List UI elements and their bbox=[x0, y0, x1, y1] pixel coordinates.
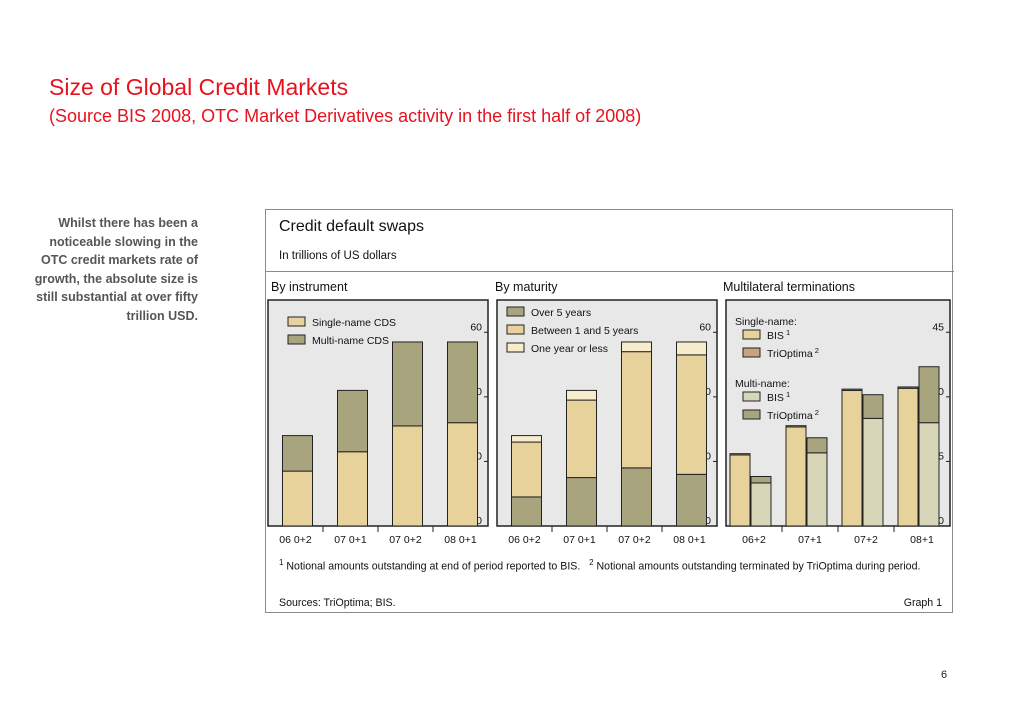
legend-swatch bbox=[742, 409, 761, 420]
y-tick-label: 60 bbox=[699, 321, 711, 333]
bar-segment bbox=[841, 389, 863, 527]
slide-title: Size of Global Credit Markets bbox=[49, 74, 349, 100]
x-tick-label: 06 0+2 bbox=[508, 534, 541, 543]
bar-segment bbox=[511, 496, 542, 527]
bar-segment bbox=[897, 386, 919, 389]
legend-label: TriOptima 2 bbox=[767, 408, 819, 422]
legend-swatch bbox=[506, 342, 525, 353]
legend-label: BIS 1 bbox=[767, 328, 790, 342]
chart-by-instrument: 020406006 0+207 0+107 0+208 0+1Single-na… bbox=[267, 299, 489, 543]
bar-segment bbox=[392, 341, 423, 427]
footnote-2-text: Notional amounts outstanding terminated … bbox=[596, 560, 921, 573]
bar-segment bbox=[676, 354, 707, 475]
legend-label: Multi-name CDS bbox=[312, 335, 389, 347]
x-tick-label: 07 0+2 bbox=[618, 534, 651, 543]
y-tick-label: 0 bbox=[476, 515, 482, 527]
graph-header: Credit default swaps In trillions of US … bbox=[266, 210, 954, 272]
bar-segment bbox=[729, 453, 751, 456]
x-tick-label: 08 0+1 bbox=[444, 534, 477, 543]
bar-segment bbox=[897, 387, 919, 527]
bar-segment bbox=[676, 341, 707, 356]
slide-subtitle: (Source BIS 2008, OTC Market Derivatives… bbox=[49, 106, 642, 126]
bar-segment bbox=[447, 341, 478, 424]
legend-swatch bbox=[287, 334, 306, 345]
bar-segment bbox=[621, 351, 652, 469]
x-tick-label: 08 0+1 bbox=[673, 534, 706, 543]
bar-segment bbox=[392, 425, 423, 527]
legend-label: Over 5 years bbox=[531, 307, 591, 319]
y-tick-label: 60 bbox=[470, 321, 482, 333]
graph-number: Graph 1 bbox=[903, 597, 942, 609]
legend-swatch bbox=[506, 324, 525, 335]
y-tick-label: 0 bbox=[938, 515, 944, 527]
x-tick-label: 06+2 bbox=[742, 534, 766, 543]
bar-segment bbox=[566, 477, 597, 527]
bar-segment bbox=[511, 435, 542, 443]
legend-label: BIS 1 bbox=[767, 390, 790, 404]
bar-segment bbox=[282, 470, 313, 527]
bar-segment bbox=[566, 399, 597, 479]
bar-segment bbox=[621, 467, 652, 527]
bar-segment bbox=[337, 451, 368, 527]
footnote-1-text: Notional amounts outstanding at end of p… bbox=[286, 560, 581, 573]
bar-segment bbox=[447, 422, 478, 527]
footnote-2-mark: 2 bbox=[589, 558, 594, 567]
bar-segment bbox=[841, 388, 863, 391]
graph-units: In trillions of US dollars bbox=[279, 250, 397, 262]
legend-label: Between 1 and 5 years bbox=[531, 325, 638, 337]
bar-segment bbox=[785, 426, 807, 527]
legend-heading: Single-name: bbox=[735, 316, 797, 328]
x-tick-label: 07+1 bbox=[798, 534, 822, 543]
bar-segment bbox=[862, 394, 884, 419]
x-tick-label: 07 0+1 bbox=[563, 534, 596, 543]
legend-label: TriOptima 2 bbox=[767, 346, 819, 360]
bar-segment bbox=[750, 475, 772, 484]
legend-label: Single-name CDS bbox=[312, 317, 396, 329]
legend-swatch bbox=[742, 347, 761, 358]
bar-segment bbox=[282, 435, 313, 472]
bar-segment bbox=[862, 417, 884, 527]
legend-swatch bbox=[287, 316, 306, 327]
bar-segment bbox=[511, 441, 542, 498]
bar-segment bbox=[337, 389, 368, 453]
legend-swatch bbox=[742, 391, 761, 402]
graph-footnote: 1 Notional amounts outstanding at end of… bbox=[279, 555, 949, 575]
y-tick-label: 0 bbox=[705, 515, 711, 527]
side-commentary: Whilst there has been a noticeable slowi… bbox=[34, 216, 198, 323]
panel-title-instrument: By instrument bbox=[271, 280, 348, 294]
graph-sources: Sources: TriOptima; BIS. bbox=[279, 597, 396, 609]
x-tick-label: 07 0+1 bbox=[334, 534, 367, 543]
page-number: 6 bbox=[941, 669, 948, 681]
bar-segment bbox=[918, 422, 940, 527]
footnote-1-mark: 1 bbox=[279, 558, 284, 567]
legend-heading: Multi-name: bbox=[735, 378, 790, 390]
graph-title: Credit default swaps bbox=[279, 218, 424, 235]
bar-segment bbox=[806, 437, 828, 454]
y-tick-label: 45 bbox=[932, 321, 944, 333]
x-tick-label: 07+2 bbox=[854, 534, 878, 543]
bar-segment bbox=[676, 473, 707, 527]
x-tick-label: 08+1 bbox=[910, 534, 934, 543]
panel-title-maturity: By maturity bbox=[495, 280, 558, 294]
bar-segment bbox=[566, 389, 597, 401]
legend-label: One year or less bbox=[531, 343, 608, 355]
legend-swatch bbox=[742, 329, 761, 340]
x-tick-label: 06 0+2 bbox=[279, 534, 312, 543]
bar-segment bbox=[785, 425, 807, 428]
bar-segment bbox=[918, 366, 940, 424]
panel-title-terminations: Multilateral terminations bbox=[723, 280, 855, 294]
x-tick-label: 07 0+2 bbox=[389, 534, 422, 543]
bar-segment bbox=[806, 452, 828, 527]
bar-segment bbox=[729, 454, 751, 527]
legend-swatch bbox=[506, 306, 525, 317]
graph-frame: Credit default swaps In trillions of US … bbox=[265, 209, 954, 613]
bar-segment bbox=[621, 341, 652, 353]
bar-segment bbox=[750, 482, 772, 527]
